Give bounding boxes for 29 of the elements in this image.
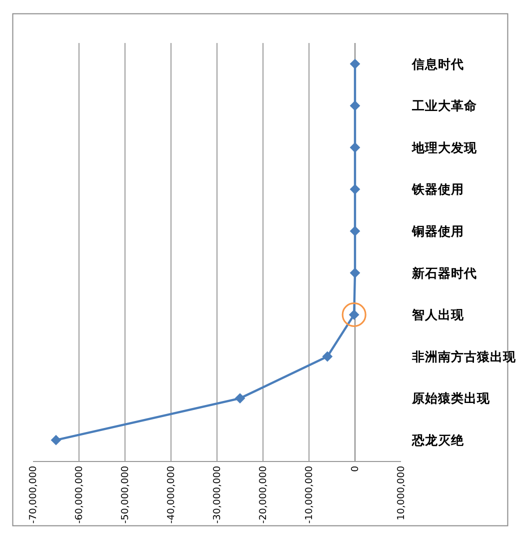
y-tick-label: 铜器使用 bbox=[411, 223, 464, 238]
point bbox=[50, 434, 62, 446]
y-tick-label: 智人出现 bbox=[411, 307, 465, 322]
x-tick-label: 0 bbox=[350, 466, 362, 472]
x-tick-label: -20,000,000 bbox=[258, 466, 270, 524]
x-tick-label: -40,000,000 bbox=[166, 466, 178, 524]
y-tick-label: 原始猿类出现 bbox=[411, 390, 491, 406]
point bbox=[234, 393, 246, 404]
point bbox=[350, 142, 360, 153]
y-tick-label: 信息时代 bbox=[411, 56, 464, 72]
x-tick-label: -50,000,000 bbox=[120, 466, 132, 524]
point bbox=[350, 100, 360, 111]
x-tick-label: 10,000,000 bbox=[396, 466, 408, 520]
point bbox=[322, 351, 333, 362]
point bbox=[350, 58, 360, 70]
y-tick-label: 工业大革命 bbox=[411, 98, 477, 114]
point bbox=[342, 302, 366, 327]
point bbox=[350, 226, 360, 236]
point bbox=[350, 184, 360, 194]
y-tick-label: 恐龙灭绝 bbox=[411, 432, 465, 448]
x-tick-label: -30,000,000 bbox=[212, 466, 224, 524]
y-tick-label: 铁器使用 bbox=[411, 182, 464, 197]
x-tick-label: -70,000,000 bbox=[28, 466, 40, 524]
y-tick-label: 新石器时代 bbox=[411, 265, 477, 280]
y-tick-label: 非洲南方古猿出现 bbox=[411, 348, 517, 364]
x-tick-label: -60,000,000 bbox=[74, 466, 86, 524]
point bbox=[350, 268, 360, 278]
x-tick-label: -10,000,000 bbox=[304, 466, 316, 524]
y-tick-label: 地理大发现 bbox=[411, 140, 478, 155]
